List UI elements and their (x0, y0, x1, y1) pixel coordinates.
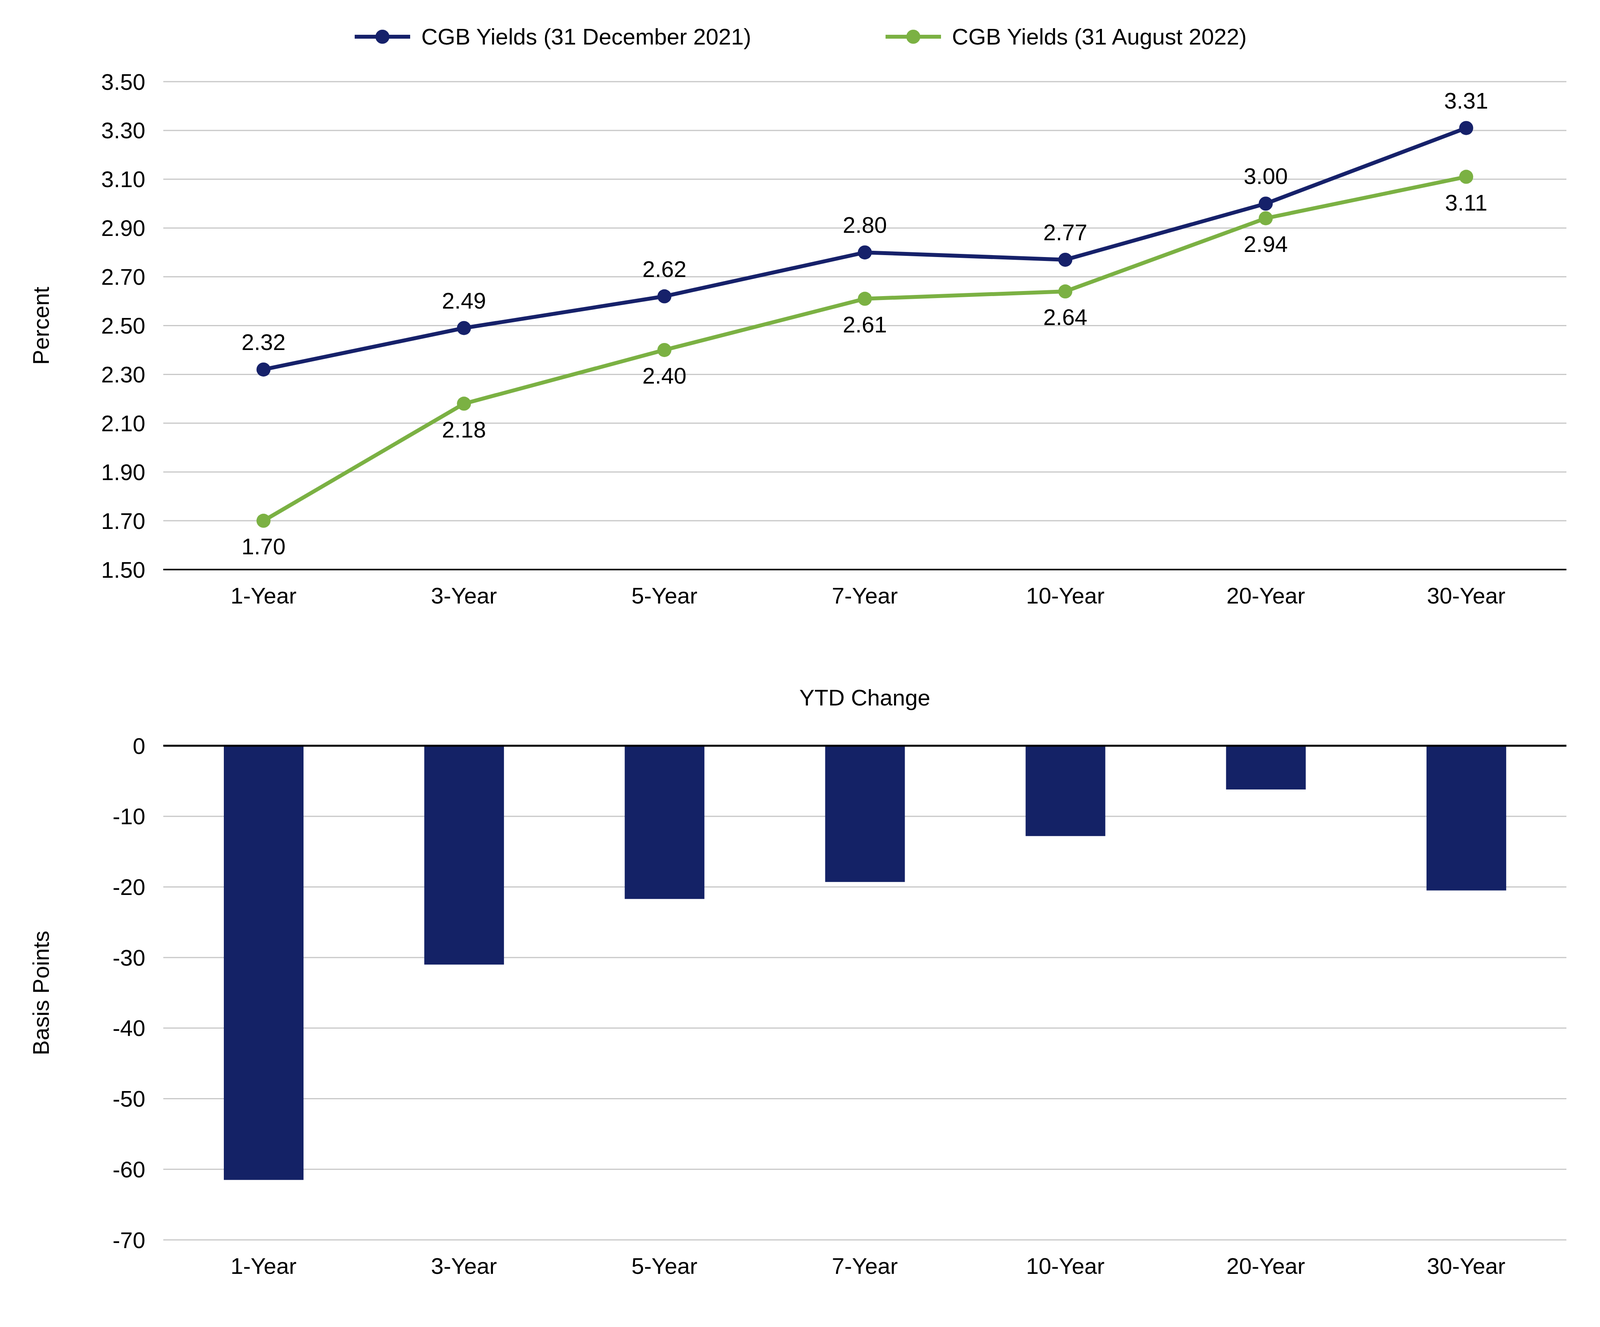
svg-text:2.62: 2.62 (642, 256, 687, 282)
svg-text:1-Year: 1-Year (230, 1253, 297, 1279)
svg-text:2.77: 2.77 (1043, 219, 1088, 245)
svg-text:2.50: 2.50 (101, 312, 146, 339)
svg-text:3-Year: 3-Year (430, 1253, 497, 1279)
svg-text:2.70: 2.70 (101, 264, 146, 290)
svg-text:2.49: 2.49 (441, 287, 486, 314)
svg-text:3.10: 3.10 (101, 166, 146, 192)
svg-text:2.10: 2.10 (101, 410, 146, 436)
svg-text:10-Year: 10-Year (1026, 582, 1105, 609)
svg-text:-10: -10 (112, 803, 146, 829)
svg-text:2.40: 2.40 (642, 362, 687, 389)
svg-text:2.61: 2.61 (842, 311, 888, 338)
svg-text:30-Year: 30-Year (1426, 1253, 1506, 1279)
svg-text:1.70: 1.70 (241, 533, 286, 559)
svg-text:-20: -20 (112, 874, 146, 900)
svg-text:-30: -30 (112, 944, 146, 971)
svg-text:30-Year: 30-Year (1426, 582, 1506, 609)
html-text:Percent: Percent (27, 286, 54, 365)
html-text:Basis Points: Basis Points (27, 930, 54, 1056)
html-text:YTD Change: YTD Change (799, 684, 931, 711)
svg-text:-70: -70 (112, 1227, 146, 1253)
svg-text:1.70: 1.70 (101, 508, 146, 534)
svg-text:-50: -50 (112, 1085, 146, 1112)
svg-text:2.80: 2.80 (842, 212, 888, 238)
svg-text:5-Year: 5-Year (631, 1253, 698, 1279)
html-text:CGB Yields (31 August 2022): CGB Yields (31 August 2022) (951, 23, 1247, 50)
svg-text:2.30: 2.30 (101, 361, 146, 388)
svg-text:2.64: 2.64 (1043, 304, 1088, 330)
svg-text:2.94: 2.94 (1243, 231, 1288, 257)
svg-text:3-Year: 3-Year (430, 582, 497, 609)
html-text:CGB Yields (31 December 2021): CGB Yields (31 December 2021) (421, 23, 752, 50)
svg-text:3.11: 3.11 (1444, 189, 1488, 216)
svg-text:10-Year: 10-Year (1026, 1253, 1105, 1279)
svg-text:2.32: 2.32 (241, 329, 286, 355)
svg-text:7-Year: 7-Year (832, 582, 899, 609)
svg-text:3.31: 3.31 (1444, 87, 1489, 114)
svg-text:3.00: 3.00 (1243, 163, 1288, 189)
svg-text:3.50: 3.50 (101, 69, 146, 95)
svg-text:-60: -60 (112, 1156, 146, 1183)
svg-text:2.90: 2.90 (101, 215, 146, 241)
svg-text:1.90: 1.90 (101, 459, 146, 485)
svg-text:1-Year: 1-Year (230, 582, 297, 609)
svg-text:0: 0 (132, 733, 146, 759)
svg-text:1.50: 1.50 (101, 557, 146, 583)
svg-text:20-Year: 20-Year (1226, 1253, 1306, 1279)
svg-text:20-Year: 20-Year (1226, 582, 1306, 609)
svg-text:-40: -40 (112, 1015, 146, 1041)
svg-text:2.18: 2.18 (441, 416, 486, 443)
svg-text:5-Year: 5-Year (631, 582, 698, 609)
svg-text:7-Year: 7-Year (832, 1253, 899, 1279)
svg-text:3.30: 3.30 (101, 117, 146, 143)
